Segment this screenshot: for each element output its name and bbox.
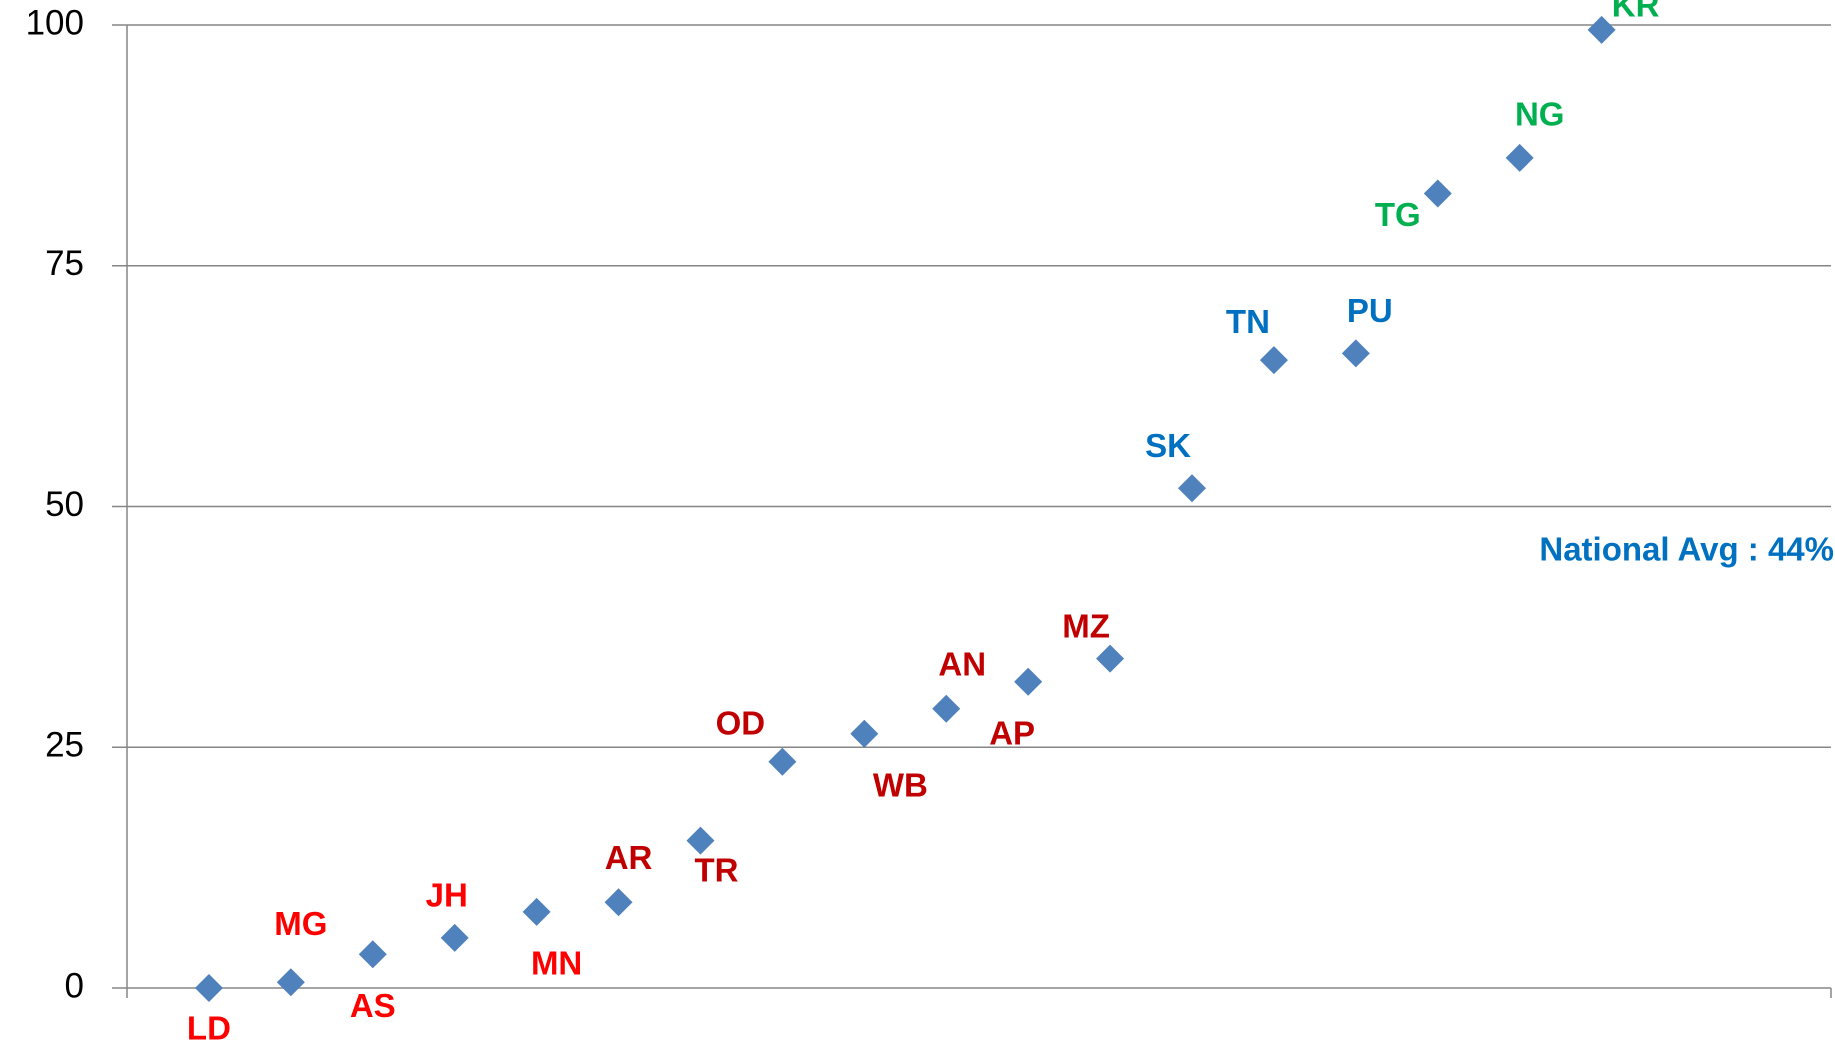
- point: [1178, 474, 1206, 503]
- point-label: AP: [989, 714, 1035, 751]
- point: [358, 940, 387, 969]
- y-tick-label: 100: [26, 3, 84, 42]
- y-tick-label: 25: [45, 726, 84, 765]
- point-label: MG: [274, 905, 327, 942]
- point: [1259, 346, 1288, 375]
- annotation: National Avg : 44%: [1539, 531, 1834, 568]
- point-label: KR: [1612, 0, 1660, 24]
- point-label: LD: [187, 1010, 231, 1044]
- point: [522, 897, 551, 926]
- y-tick-label: 0: [65, 966, 84, 1005]
- point: [276, 968, 305, 997]
- point-label: WB: [873, 766, 928, 803]
- point-label: OD: [716, 704, 766, 741]
- point: [194, 974, 223, 1002]
- point-label: AR: [605, 839, 653, 876]
- point-label: TN: [1226, 303, 1270, 340]
- point-label: AN: [938, 645, 986, 682]
- y-tick-label: 75: [45, 244, 84, 283]
- point-label: JH: [426, 877, 468, 914]
- point: [604, 888, 633, 917]
- point: [1423, 179, 1452, 208]
- point: [768, 747, 797, 776]
- point-label: SK: [1145, 427, 1191, 464]
- point: [1341, 339, 1370, 368]
- point-label: TR: [694, 851, 738, 888]
- point: [932, 694, 961, 723]
- point-label: MN: [531, 945, 582, 982]
- point: [850, 719, 879, 748]
- point: [686, 826, 715, 855]
- point-label: PU: [1347, 292, 1393, 329]
- point: [1096, 644, 1125, 673]
- point-label: MZ: [1062, 607, 1110, 644]
- point-label: NG: [1515, 96, 1565, 133]
- point: [1014, 667, 1043, 696]
- point-label: AS: [350, 987, 396, 1024]
- point: [1587, 15, 1616, 44]
- point-label: TG: [1375, 196, 1421, 233]
- y-tick-label: 50: [45, 485, 84, 524]
- point: [1505, 143, 1534, 172]
- point: [440, 923, 469, 952]
